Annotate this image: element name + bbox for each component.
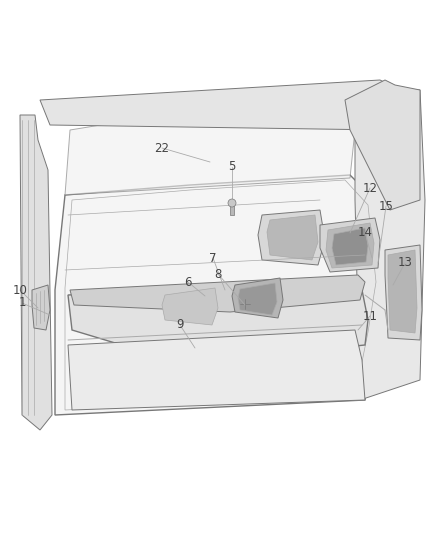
Text: 5: 5 [228, 160, 236, 174]
Polygon shape [267, 215, 318, 260]
Text: 11: 11 [363, 310, 378, 322]
Polygon shape [238, 283, 277, 315]
Circle shape [240, 299, 250, 309]
Polygon shape [65, 100, 355, 195]
Polygon shape [40, 80, 395, 130]
Text: 7: 7 [209, 252, 217, 264]
Text: 6: 6 [184, 276, 192, 288]
Text: 9: 9 [176, 319, 184, 332]
Text: 14: 14 [357, 225, 372, 238]
Polygon shape [385, 245, 422, 340]
Circle shape [374, 261, 382, 269]
Text: 8: 8 [214, 268, 222, 280]
Polygon shape [230, 205, 234, 215]
Text: 1: 1 [18, 296, 26, 310]
Polygon shape [258, 210, 325, 265]
Text: 22: 22 [155, 141, 170, 155]
Polygon shape [55, 175, 385, 415]
Polygon shape [68, 280, 368, 358]
Polygon shape [232, 278, 283, 318]
Polygon shape [326, 223, 374, 268]
Circle shape [228, 199, 236, 207]
Polygon shape [32, 285, 50, 330]
Text: 10: 10 [13, 284, 28, 296]
Polygon shape [332, 228, 368, 265]
Polygon shape [345, 80, 420, 210]
Polygon shape [20, 115, 52, 430]
Text: 12: 12 [363, 182, 378, 195]
Polygon shape [68, 330, 365, 410]
Text: 13: 13 [398, 256, 413, 270]
Polygon shape [320, 218, 380, 272]
Polygon shape [162, 288, 218, 325]
Text: 15: 15 [378, 199, 393, 213]
Polygon shape [70, 275, 365, 312]
Polygon shape [355, 90, 425, 400]
Polygon shape [388, 250, 417, 333]
